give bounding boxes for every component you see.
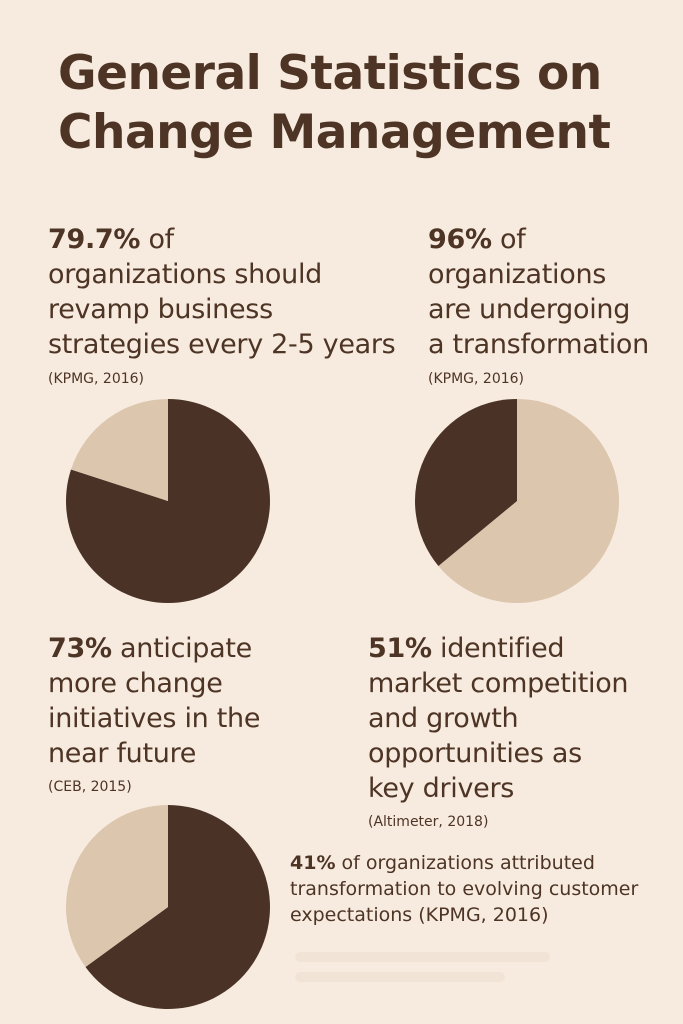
title-line-2: Change Management: [58, 105, 611, 160]
stat-4-first-line: 51% identified: [368, 631, 628, 666]
stat-3-line: more change: [48, 668, 223, 699]
stat-4-line: market competition: [368, 668, 629, 699]
stat-2-line: a transformation: [428, 329, 649, 360]
pie-2-slice-1: [438, 399, 619, 603]
pie-3-slice-1: [85, 805, 270, 1009]
stat-1-line: organizations should: [48, 259, 322, 290]
stat-block-2: 96% of organizations are undergoing a tr…: [428, 222, 649, 362]
pie-3-slice-2: [65, 805, 168, 967]
stat-1-line: revamp business: [48, 294, 273, 325]
stat-2-line: organizations: [428, 259, 607, 290]
stat-2-first-line: 96% of: [428, 222, 649, 257]
stat-5-percent: 41%: [290, 852, 336, 874]
stat-5-text-start: of organizations attributed: [335, 852, 595, 874]
page-title: General Statistics on Change Management: [58, 44, 648, 162]
pie-1-slice-1: [65, 399, 270, 603]
stat-1-text-start: of: [140, 224, 174, 255]
stat-3-percent: 73%: [48, 633, 112, 664]
stat-2-text-start: of: [491, 224, 526, 255]
pie-chart-3: [65, 805, 270, 1009]
stat-4-source: (Altimeter, 2018): [368, 814, 489, 830]
stat-3-source: (CEB, 2015): [48, 779, 132, 795]
stat-3-line: initiatives in the: [48, 703, 261, 734]
stat-1-line: strategies every 2-5 years: [48, 329, 396, 360]
stat-5-line: transformation to evolving customer: [290, 878, 639, 900]
stat-5-first-line: 41% of organizations attributed: [290, 850, 638, 876]
pie-chart-2: [415, 399, 619, 603]
faded-decoration: [295, 972, 505, 982]
pie-1-slice-2: [70, 399, 168, 501]
stat-2-percent: 96%: [428, 224, 492, 255]
stat-3-line: near future: [48, 738, 197, 769]
stat-4-text-start: identified: [431, 633, 565, 664]
stat-1-percent: 79.7%: [48, 224, 141, 255]
stat-block-3: 73% anticipate more change initiatives i…: [48, 631, 260, 771]
stat-block-4: 51% identified market competition and gr…: [368, 631, 629, 806]
title-line-1: General Statistics on: [58, 46, 602, 101]
stat-4-line: key drivers: [368, 773, 515, 804]
faded-decoration: [295, 952, 550, 962]
stat-2-source: (KPMG, 2016): [428, 371, 525, 387]
pie-2-slice-2: [415, 399, 517, 567]
stat-4-line: opportunities as: [368, 738, 582, 769]
stat-5-line: expectations (KPMG, 2016): [290, 904, 549, 926]
stat-1-first-line: 79.7% of: [48, 222, 395, 257]
stat-4-percent: 51%: [368, 633, 432, 664]
stat-4-line: and growth: [368, 703, 519, 734]
pie-chart-1: [65, 399, 270, 603]
stat-3-text-start: anticipate: [111, 633, 252, 664]
stat-block-1: 79.7% of organizations should revamp bus…: [48, 222, 396, 362]
stat-block-5: 41% of organizations attributed transfor…: [290, 850, 638, 928]
stat-3-first-line: 73% anticipate: [48, 631, 260, 666]
stat-1-source: (KPMG, 2016): [48, 371, 145, 387]
stat-2-line: are undergoing: [428, 294, 631, 325]
